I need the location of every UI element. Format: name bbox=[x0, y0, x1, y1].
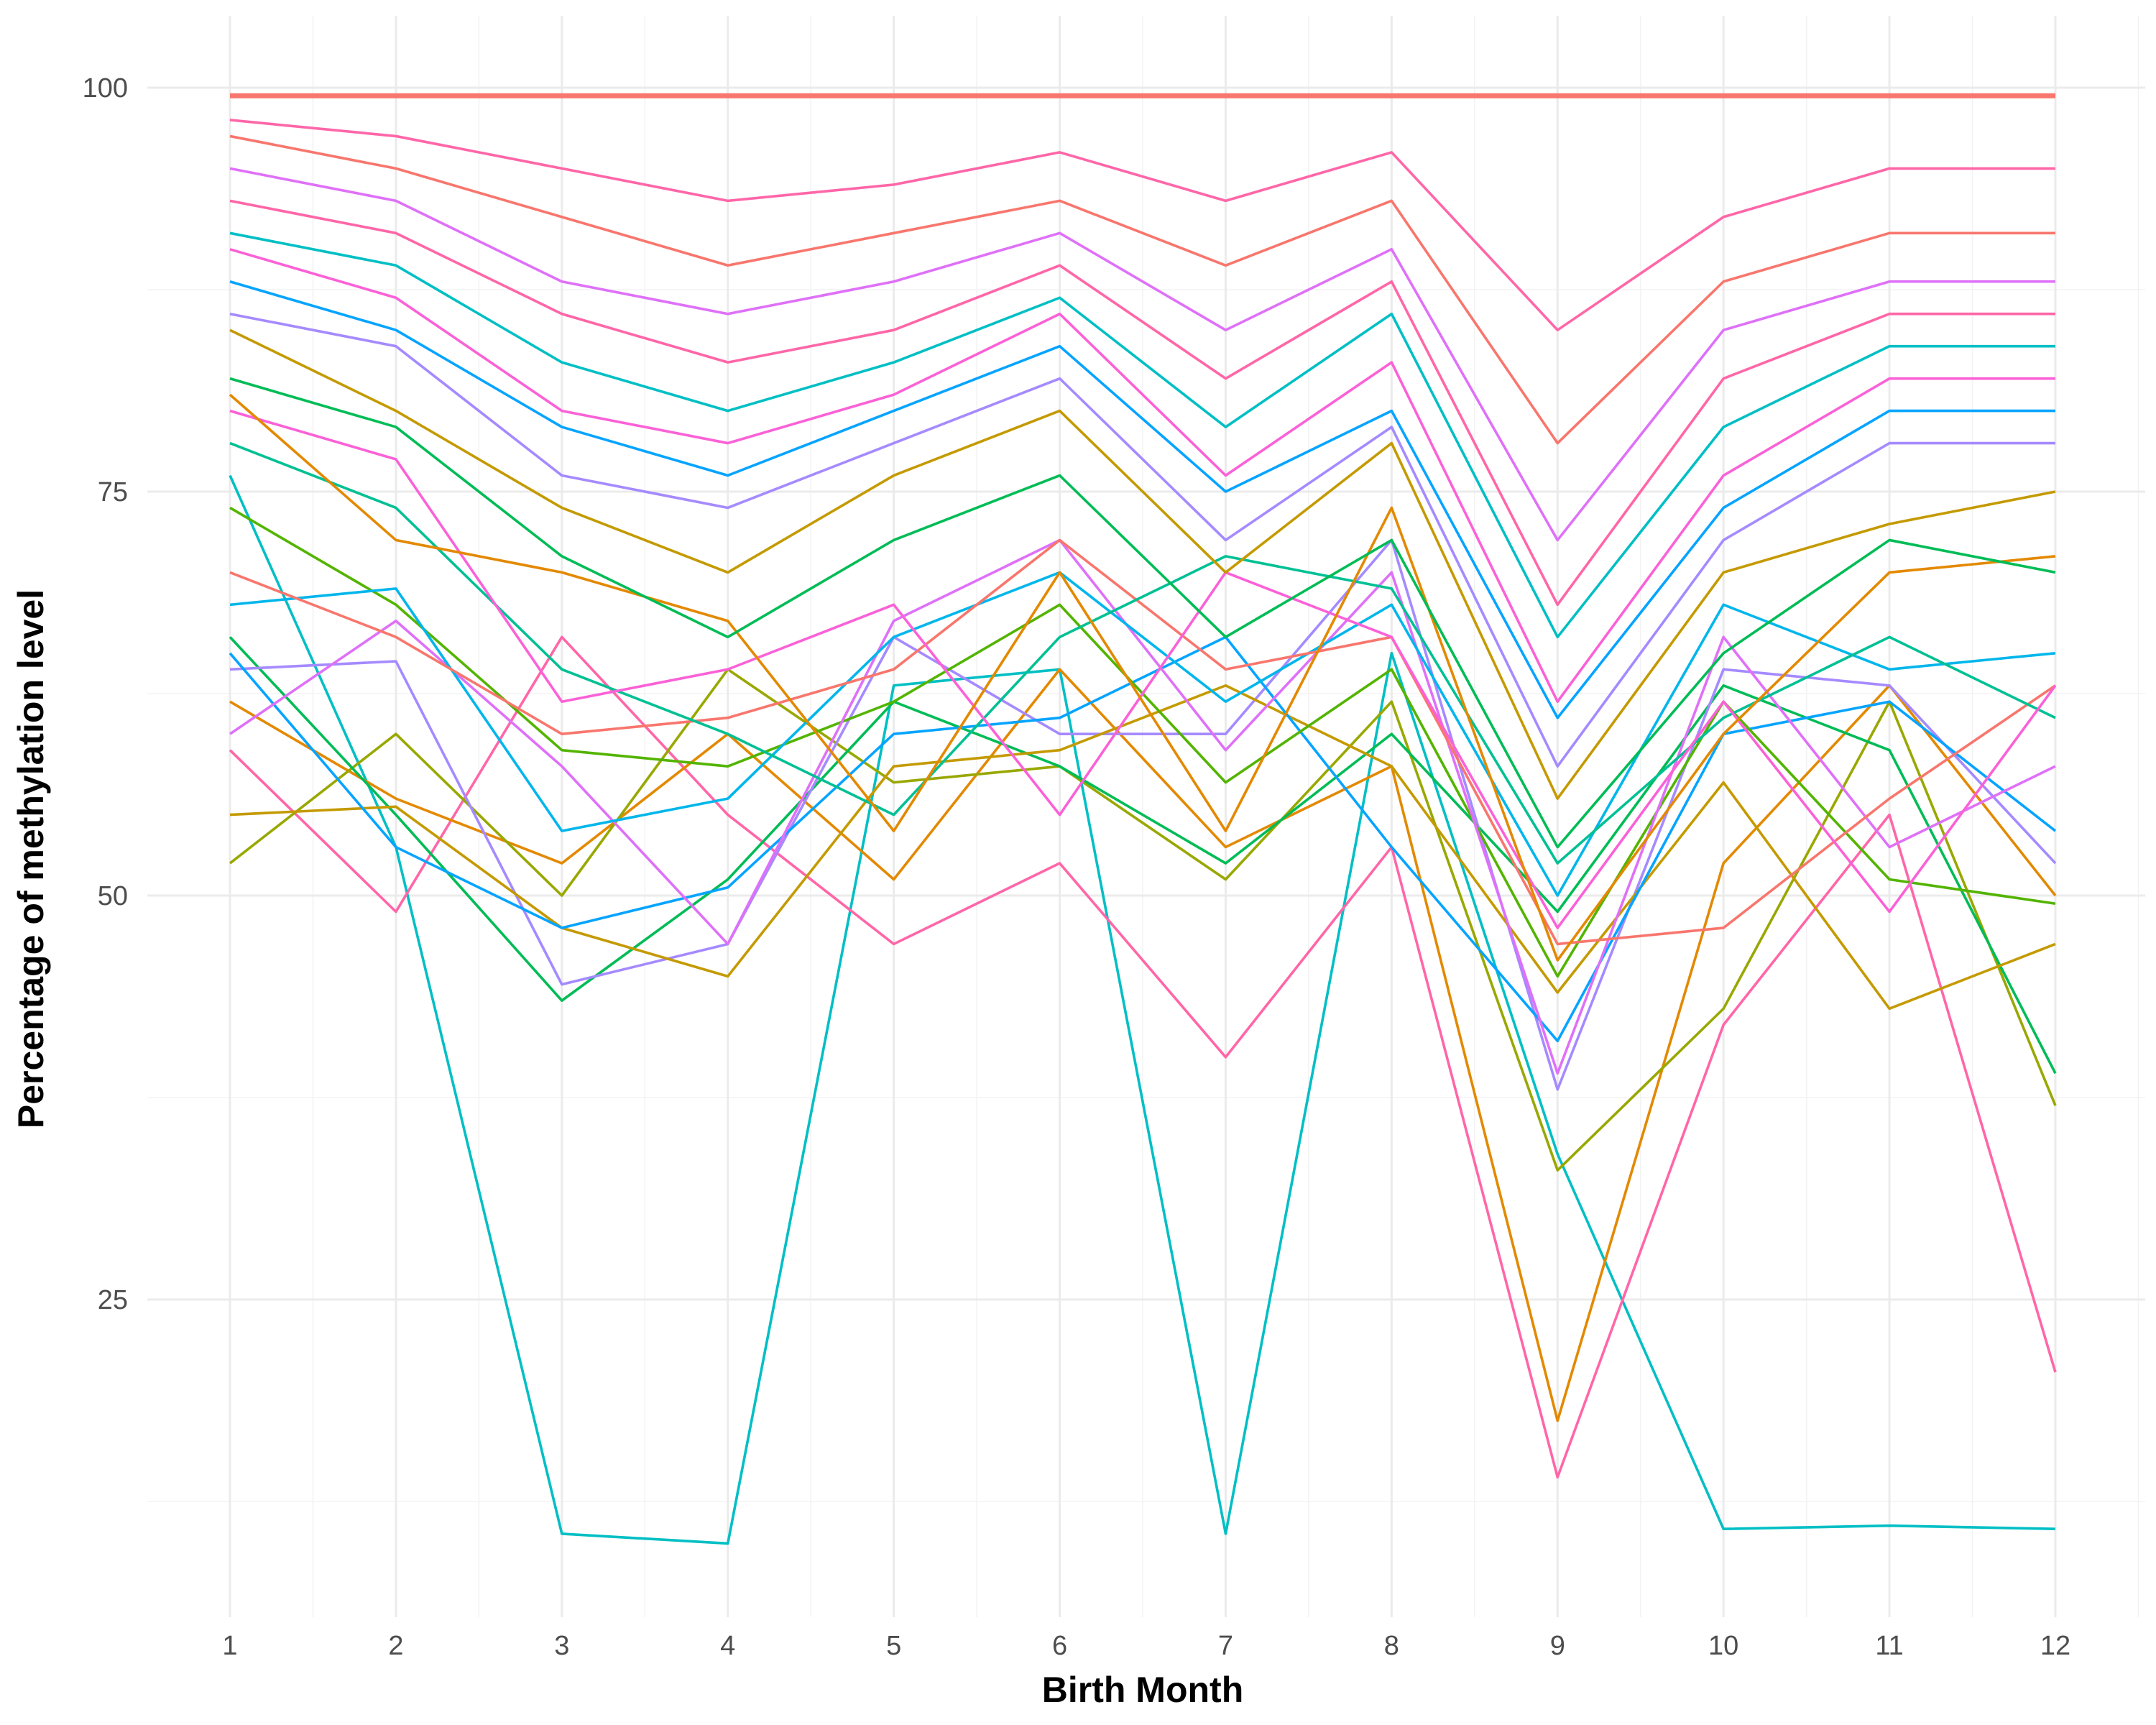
x-tick-label: 4 bbox=[720, 1631, 735, 1661]
x-tick-label: 2 bbox=[388, 1631, 403, 1661]
y-axis-title: Percentage of methylation level bbox=[11, 589, 51, 1128]
x-tick-labels: 1 2 3 4 5 6 7 8 9 10 11 12 bbox=[222, 1631, 2070, 1661]
series-line bbox=[229, 134, 2055, 445]
series-lines bbox=[229, 93, 2057, 1545]
x-tick-label: 8 bbox=[1384, 1631, 1399, 1661]
series-line bbox=[229, 231, 2055, 639]
x-tick-label: 5 bbox=[886, 1631, 901, 1661]
series-line bbox=[229, 393, 2056, 962]
series-line bbox=[229, 441, 2056, 865]
x-axis-title: Birth Month bbox=[1042, 1670, 1243, 1710]
series-line bbox=[229, 409, 2057, 929]
y-tick-label: 100 bbox=[83, 73, 128, 104]
series-line bbox=[229, 280, 2055, 719]
series-line bbox=[229, 312, 2055, 768]
series-line bbox=[229, 571, 2056, 897]
series-line bbox=[229, 377, 2056, 849]
series-line bbox=[229, 538, 2057, 946]
x-tick-label: 7 bbox=[1218, 1631, 1233, 1661]
series-line bbox=[229, 668, 2057, 1422]
x-tick-label: 1 bbox=[222, 1631, 237, 1661]
series-line bbox=[229, 248, 2055, 704]
y-tick-label: 50 bbox=[98, 881, 128, 911]
series-line bbox=[229, 328, 2056, 800]
series-line bbox=[229, 167, 2055, 542]
x-tick-label: 12 bbox=[2040, 1631, 2070, 1661]
series-line bbox=[229, 119, 2055, 332]
series-line bbox=[229, 668, 2057, 1172]
series-line bbox=[229, 635, 2057, 1479]
x-tick-label: 3 bbox=[554, 1631, 569, 1661]
x-tick-label: 11 bbox=[1875, 1631, 1903, 1661]
x-tick-label: 6 bbox=[1052, 1631, 1067, 1661]
y-tick-labels: 25 50 75 100 bbox=[83, 73, 128, 1315]
x-tick-label: 9 bbox=[1550, 1631, 1565, 1661]
y-tick-label: 75 bbox=[98, 477, 128, 507]
x-tick-label: 10 bbox=[1708, 1631, 1738, 1661]
series-line bbox=[229, 684, 2056, 1011]
series-line bbox=[229, 538, 2056, 1075]
series-line bbox=[229, 636, 2057, 1075]
series-line bbox=[229, 635, 2057, 1043]
y-tick-label: 25 bbox=[98, 1285, 128, 1315]
series-line bbox=[229, 474, 2056, 1545]
series-line bbox=[229, 199, 2055, 607]
